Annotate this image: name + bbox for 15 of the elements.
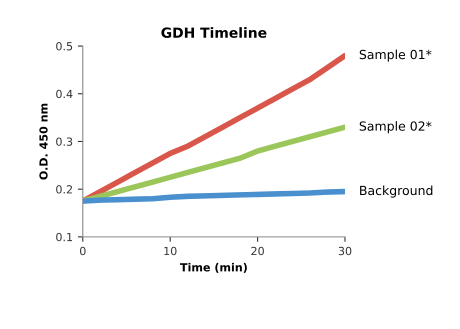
x-tick-label: 0	[80, 246, 86, 256]
x-axis-title: Time (min)	[180, 262, 247, 273]
series-label: Background	[360, 186, 432, 198]
y-tick-label: 0.3	[56, 137, 72, 146]
y-axis-title: O.D. 450 nm	[39, 104, 48, 180]
series-label: Sample 01*	[360, 50, 432, 62]
x-tick-label: 30	[338, 246, 352, 256]
x-tick-label: 10	[164, 246, 177, 256]
x-tick-label: 20	[251, 246, 264, 256]
y-tick-label: 0.1	[56, 232, 72, 242]
y-tick-label: 0.2	[56, 185, 72, 194]
y-tick-label: 0.5	[56, 42, 72, 50]
chart-title: GDH Timeline	[161, 27, 266, 38]
series-label: Sample 02*	[360, 121, 432, 134]
y-tick-label: 0.4	[56, 90, 72, 98]
